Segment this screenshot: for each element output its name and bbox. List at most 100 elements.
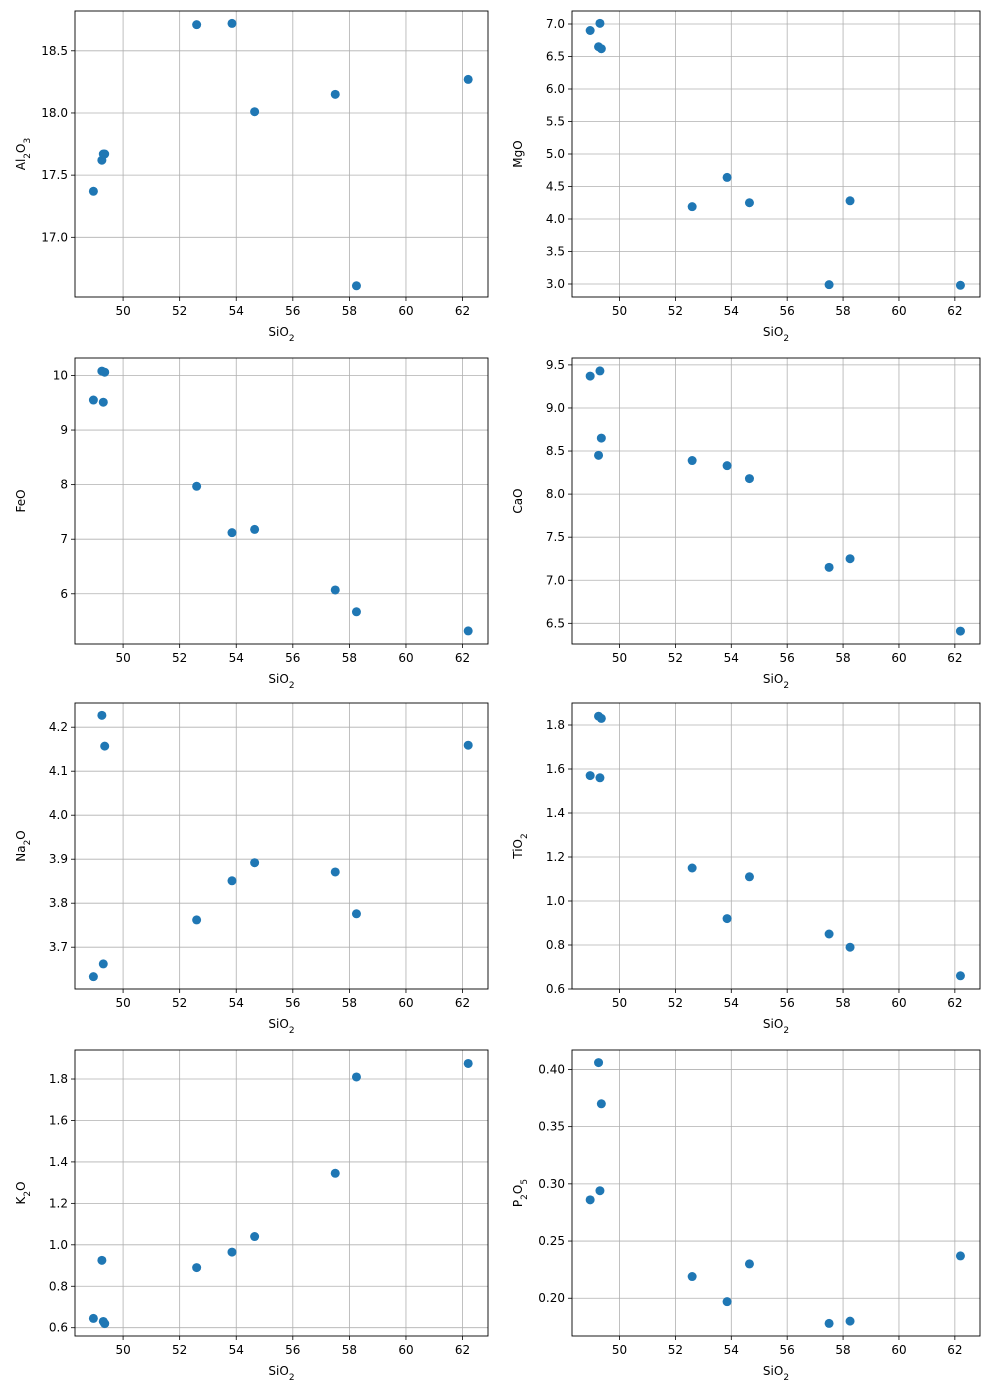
y-tick-label: 8 [60, 478, 68, 492]
data-point [595, 18, 605, 28]
x-tick-label: 54 [724, 996, 739, 1010]
data-point [845, 196, 855, 206]
data-point [722, 914, 732, 924]
x-tick-label: 52 [668, 304, 683, 318]
data-point [845, 1316, 855, 1326]
y-tick-label: 4.0 [546, 212, 565, 226]
y-tick-label: 7.0 [546, 573, 565, 587]
y-tick-label: 3.9 [49, 852, 68, 866]
data-point [463, 626, 473, 636]
x-tick-label: 58 [835, 304, 850, 318]
y-tick-label: 1.0 [546, 894, 565, 908]
data-point [351, 1072, 361, 1082]
y-tick-label: 0.8 [546, 938, 565, 952]
x-tick-label: 56 [780, 996, 795, 1010]
x-tick-label: 50 [115, 651, 130, 665]
data-point [955, 280, 965, 290]
y-tick-label: 1.4 [546, 806, 565, 820]
y-tick-label: 5.5 [546, 115, 565, 129]
x-tick-label: 58 [835, 996, 850, 1010]
data-point [88, 186, 98, 196]
data-point [845, 554, 855, 564]
x-axis-label: SiO2 [763, 325, 789, 344]
y-tick-label: 6.5 [546, 616, 565, 630]
data-point [824, 1318, 834, 1328]
data-point [955, 1251, 965, 1261]
data-point [845, 942, 855, 952]
x-tick-label: 62 [455, 1343, 470, 1357]
x-tick-label: 54 [229, 651, 244, 665]
y-tick-label: 8.5 [546, 444, 565, 458]
data-point [595, 366, 605, 376]
data-point [596, 1099, 606, 1109]
y-tick-label: 0.35 [538, 1120, 565, 1134]
y-tick-label: 7.5 [546, 530, 565, 544]
x-tick-label: 52 [668, 996, 683, 1010]
x-tick-label: 62 [947, 651, 962, 665]
x-axis-label: SiO2 [268, 1364, 294, 1383]
data-point [687, 1272, 697, 1282]
axes-frame [571, 1049, 981, 1337]
data-point [227, 18, 237, 28]
data-point [824, 562, 834, 572]
y-tick-label: 9 [60, 423, 68, 437]
data-point [97, 710, 107, 720]
data-point [585, 371, 595, 381]
x-tick-label: 62 [947, 996, 962, 1010]
x-tick-label: 62 [455, 651, 470, 665]
y-tick-label: 0.25 [538, 1234, 565, 1248]
x-tick-label: 54 [724, 1343, 739, 1357]
data-point [955, 971, 965, 981]
data-point [463, 740, 473, 750]
x-axis-label: SiO2 [763, 1364, 789, 1383]
subplot-8: 50 52 54 56 58 60 62 0.20 0.25 0.30 0.35 0.40 SiO2 P2… [511, 1049, 981, 1383]
data-point [596, 713, 606, 723]
x-tick-label: 60 [398, 304, 413, 318]
y-tick-label: 0.6 [49, 1321, 68, 1335]
data-point [585, 771, 595, 781]
x-tick-label: 60 [891, 1343, 906, 1357]
data-point [955, 626, 965, 636]
x-tick-label: 58 [342, 651, 357, 665]
y-tick-label: 5.0 [546, 147, 565, 161]
y-tick-label: 7 [60, 532, 68, 546]
data-point [192, 481, 202, 491]
x-tick-label: 54 [229, 996, 244, 1010]
y-tick-label: 4.0 [49, 808, 68, 822]
y-tick-label: 6.5 [546, 50, 565, 64]
x-tick-label: 50 [115, 1343, 130, 1357]
x-tick-label: 58 [342, 304, 357, 318]
data-point [595, 773, 605, 783]
x-tick-label: 62 [455, 996, 470, 1010]
data-point [100, 149, 110, 159]
subplot-1: 50 52 54 56 58 60 62 17.0 17.5 18.0 18.5 SiO2 Al2O3 [14, 10, 489, 344]
x-axis-label: SiO2 [763, 672, 789, 691]
x-tick-label: 62 [947, 304, 962, 318]
y-axis-label: K2O [14, 1181, 33, 1204]
y-tick-label: 17.5 [41, 168, 68, 182]
data-point [100, 1319, 110, 1329]
data-point [192, 1263, 202, 1273]
x-tick-label: 54 [229, 1343, 244, 1357]
x-tick-label: 52 [172, 651, 187, 665]
x-axis-label: SiO2 [268, 1017, 294, 1036]
data-point [100, 367, 110, 377]
x-tick-label: 50 [115, 304, 130, 318]
data-point [250, 858, 260, 868]
data-point [98, 959, 108, 969]
y-tick-label: 0.30 [538, 1177, 565, 1191]
y-tick-label: 4.1 [49, 764, 68, 778]
y-tick-label: 18.5 [41, 44, 68, 58]
x-tick-label: 56 [780, 651, 795, 665]
x-tick-label: 52 [668, 1343, 683, 1357]
data-point [88, 1313, 98, 1323]
data-point [722, 461, 732, 471]
subplot-6: 50 52 54 56 58 60 62 0.6 0.8 1.0 1.2 1.4 1.6 1.8 SiO2 T… [511, 702, 981, 1036]
x-tick-label: 62 [947, 1343, 962, 1357]
data-point [227, 528, 237, 538]
data-point [824, 280, 834, 290]
x-tick-label: 50 [612, 651, 627, 665]
y-axis-label: MgO [511, 140, 525, 167]
x-tick-label: 52 [172, 996, 187, 1010]
